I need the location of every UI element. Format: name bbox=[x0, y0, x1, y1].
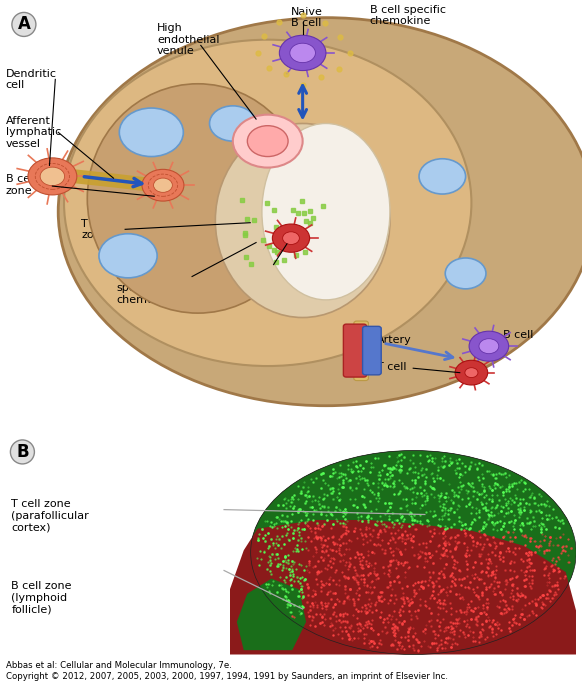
Circle shape bbox=[469, 331, 509, 361]
Ellipse shape bbox=[58, 18, 582, 406]
Ellipse shape bbox=[215, 123, 390, 318]
Circle shape bbox=[142, 169, 184, 201]
FancyBboxPatch shape bbox=[363, 326, 381, 375]
Text: Afferent
lymphatic
vessel: Afferent lymphatic vessel bbox=[6, 116, 61, 149]
Text: A: A bbox=[17, 15, 30, 34]
Circle shape bbox=[40, 167, 65, 186]
Circle shape bbox=[455, 360, 488, 385]
Circle shape bbox=[99, 234, 157, 278]
Text: B cell specific
chemokine: B cell specific chemokine bbox=[370, 5, 446, 26]
Circle shape bbox=[233, 115, 303, 167]
Circle shape bbox=[445, 258, 486, 289]
Text: T cell and
dendritic cell
specific
chemokine: T cell and dendritic cell specific chemo… bbox=[116, 260, 189, 304]
Circle shape bbox=[247, 126, 288, 157]
Text: Naive
B cell: Naive B cell bbox=[291, 7, 323, 29]
Polygon shape bbox=[237, 578, 306, 650]
Polygon shape bbox=[230, 520, 576, 654]
Text: T cell zone
(parafollicular
cortex): T cell zone (parafollicular cortex) bbox=[12, 499, 89, 532]
Circle shape bbox=[28, 158, 77, 195]
Text: B cell zone
(lymphoid
follicle): B cell zone (lymphoid follicle) bbox=[12, 582, 72, 615]
Circle shape bbox=[119, 108, 183, 157]
Circle shape bbox=[479, 339, 499, 354]
Circle shape bbox=[279, 35, 326, 71]
Text: B cell
zone: B cell zone bbox=[6, 174, 36, 196]
Ellipse shape bbox=[87, 84, 308, 313]
Circle shape bbox=[283, 232, 299, 244]
Text: Artery: Artery bbox=[377, 335, 412, 344]
Text: B: B bbox=[16, 443, 29, 461]
Text: Dendritic
cell: Dendritic cell bbox=[6, 69, 57, 90]
Text: High
endothelial
venule: High endothelial venule bbox=[157, 23, 219, 56]
Circle shape bbox=[272, 224, 310, 252]
Polygon shape bbox=[251, 451, 573, 650]
Circle shape bbox=[290, 43, 315, 62]
FancyBboxPatch shape bbox=[343, 324, 367, 377]
Circle shape bbox=[419, 159, 466, 194]
Circle shape bbox=[465, 368, 478, 377]
Text: T cell
zone: T cell zone bbox=[81, 218, 111, 240]
Circle shape bbox=[210, 106, 256, 141]
Text: Naive
T cell: Naive T cell bbox=[256, 258, 288, 280]
Text: B cell: B cell bbox=[503, 330, 534, 340]
Circle shape bbox=[154, 178, 172, 193]
Ellipse shape bbox=[64, 40, 471, 366]
Ellipse shape bbox=[251, 451, 576, 654]
Text: T cell: T cell bbox=[377, 362, 407, 372]
Ellipse shape bbox=[262, 123, 390, 300]
FancyBboxPatch shape bbox=[354, 321, 368, 381]
Text: Abbas et al: Cellular and Molecular Immunology, 7e.
Copyright © 2012, 2007, 2005: Abbas et al: Cellular and Molecular Immu… bbox=[6, 662, 448, 680]
